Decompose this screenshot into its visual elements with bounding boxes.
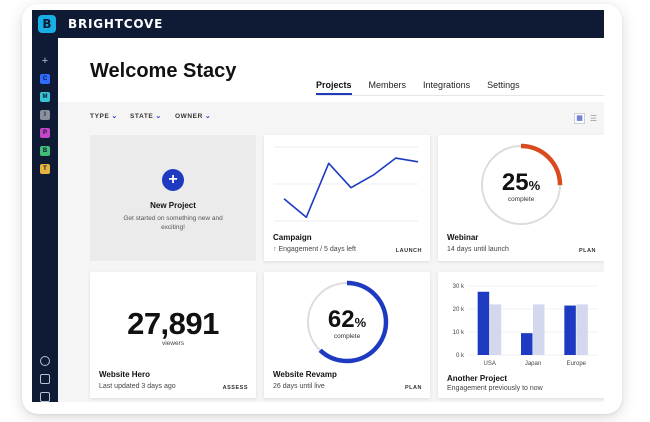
add-workspace-button[interactable]: +: [41, 55, 49, 67]
another-project-subtitle: Engagement previously to now: [447, 385, 543, 392]
sidebar-item-p[interactable]: P: [40, 128, 50, 138]
list-view-button[interactable]: ☰: [588, 113, 599, 124]
settings-icon[interactable]: [40, 356, 50, 366]
y-tick-label: 20 k: [453, 307, 465, 313]
chevron-down-icon: ⌄: [155, 113, 162, 120]
x-tick-label: Japan: [525, 361, 541, 367]
y-tick-label: 30 k: [453, 284, 465, 290]
main-area: Welcome Stacy Projects Members Integrati…: [58, 38, 604, 402]
webinar-percent: 25%: [501, 169, 541, 196]
status-badge: LAUNCH: [395, 248, 422, 254]
tab-projects[interactable]: Projects: [316, 80, 352, 95]
x-tick-label: Europe: [567, 361, 587, 367]
regional-bar-chart: 30 k 20 k 10 k 0 k USA Japan Europe: [453, 284, 598, 367]
new-project-title: New Project: [150, 201, 196, 210]
revamp-percent: 62%: [327, 306, 367, 333]
viewers-count: 27,891: [127, 306, 219, 341]
tab-bar: Projects Members Integrations Settings: [316, 80, 537, 95]
x-tick-label: USA: [483, 361, 495, 367]
bar-usa-now: [477, 291, 490, 355]
website-revamp-title: Website Revamp: [273, 370, 337, 379]
plus-icon: +: [168, 171, 178, 188]
status-badge: ASSESS: [222, 385, 248, 391]
tab-settings[interactable]: Settings: [487, 80, 520, 90]
owner-filter[interactable]: OWNER ⌄: [175, 113, 212, 120]
page-title: Welcome Stacy: [90, 60, 237, 82]
sidebar-item-m[interactable]: M: [40, 92, 50, 102]
website-hero-subtitle: Last updated 3 days ago: [99, 383, 176, 390]
bar-japan-now: [521, 333, 533, 355]
chevron-down-icon: ⌄: [111, 113, 118, 120]
webinar-card[interactable]: 25% complete Webinar 14 days until launc…: [438, 135, 604, 261]
webinar-caption: complete: [507, 196, 535, 203]
tab-divider: [316, 95, 604, 96]
bar-europe-previously: [576, 304, 588, 355]
campaign-series-line: [283, 157, 419, 219]
sidebar-item-c[interactable]: C: [40, 74, 50, 84]
sidebar-item-b[interactable]: B: [40, 146, 50, 156]
campaign-title: Campaign: [273, 233, 312, 242]
list-icon: ☰: [589, 114, 598, 123]
campaign-card[interactable]: Campaign ↑ Engagement / 5 days left LAUN…: [264, 135, 430, 261]
another-project-title: Another Project: [447, 374, 508, 383]
campaign-subtitle: ↑ Engagement / 5 days left: [273, 246, 356, 253]
webinar-subtitle: 14 days until launch: [447, 246, 509, 253]
brand-name: BRIGHTCOVE: [68, 17, 164, 31]
status-badge: PLAN: [579, 248, 596, 254]
arrow-up-icon: ↑: [273, 246, 277, 253]
add-project-button[interactable]: +: [162, 169, 184, 191]
tab-members[interactable]: Members: [368, 80, 407, 90]
export-icon[interactable]: [40, 374, 50, 384]
inbox-icon[interactable]: [40, 392, 50, 402]
website-hero-title: Website Hero: [99, 370, 150, 379]
new-project-card[interactable]: + New Project Get started on something n…: [90, 135, 256, 261]
revamp-progress-ring: [305, 280, 389, 364]
chevron-down-icon: ⌄: [204, 113, 212, 120]
webinar-title: Webinar: [447, 233, 479, 242]
bar-usa-previously: [489, 304, 502, 355]
revamp-progress-arc: [305, 280, 389, 364]
sidebar-item-i[interactable]: I: [40, 110, 50, 120]
website-hero-card[interactable]: 27,891 viewers Website Hero Last updated…: [90, 272, 256, 398]
bar-japan-previously: [533, 304, 545, 355]
webinar-progress-ring: [479, 143, 563, 227]
new-project-description: Get started on something new and excitin…: [123, 215, 223, 232]
y-tick-label: 0 k: [456, 353, 465, 359]
brightcove-logo-icon[interactable]: B: [38, 15, 56, 33]
grid-icon: ▦: [576, 115, 583, 122]
status-badge: PLAN: [405, 385, 422, 391]
top-bar: B BRIGHTCOVE: [32, 10, 604, 38]
y-tick-label: 10 k: [453, 330, 465, 336]
sidebar-item-t[interactable]: T: [40, 164, 50, 174]
sidebar: + C M I P B T: [32, 38, 58, 402]
filter-bar: TYPE ⌄ STATE ⌄ OWNER ⌄ ▦ ☰: [58, 102, 604, 132]
project-grid: + New Project Get started on something n…: [58, 132, 604, 402]
campaign-line-chart: [274, 146, 419, 222]
website-revamp-card[interactable]: 62% complete Website Revamp 26 days unti…: [264, 272, 430, 398]
website-revamp-subtitle: 26 days until live: [273, 383, 325, 390]
bar-europe-now: [564, 305, 576, 355]
tab-integrations[interactable]: Integrations: [423, 80, 471, 90]
viewers-caption: viewers: [161, 340, 185, 347]
revamp-caption: complete: [333, 333, 361, 340]
type-filter[interactable]: TYPE ⌄: [90, 113, 118, 120]
grid-view-button[interactable]: ▦: [574, 113, 585, 124]
webinar-progress-arc: [479, 143, 563, 227]
another-project-card[interactable]: 30 k 20 k 10 k 0 k USA Japan Europe Another Pr…: [438, 272, 604, 398]
state-filter[interactable]: STATE ⌄: [130, 113, 162, 120]
app-screen: B BRIGHTCOVE + C M I P B T Welcome Stacy…: [32, 10, 604, 402]
